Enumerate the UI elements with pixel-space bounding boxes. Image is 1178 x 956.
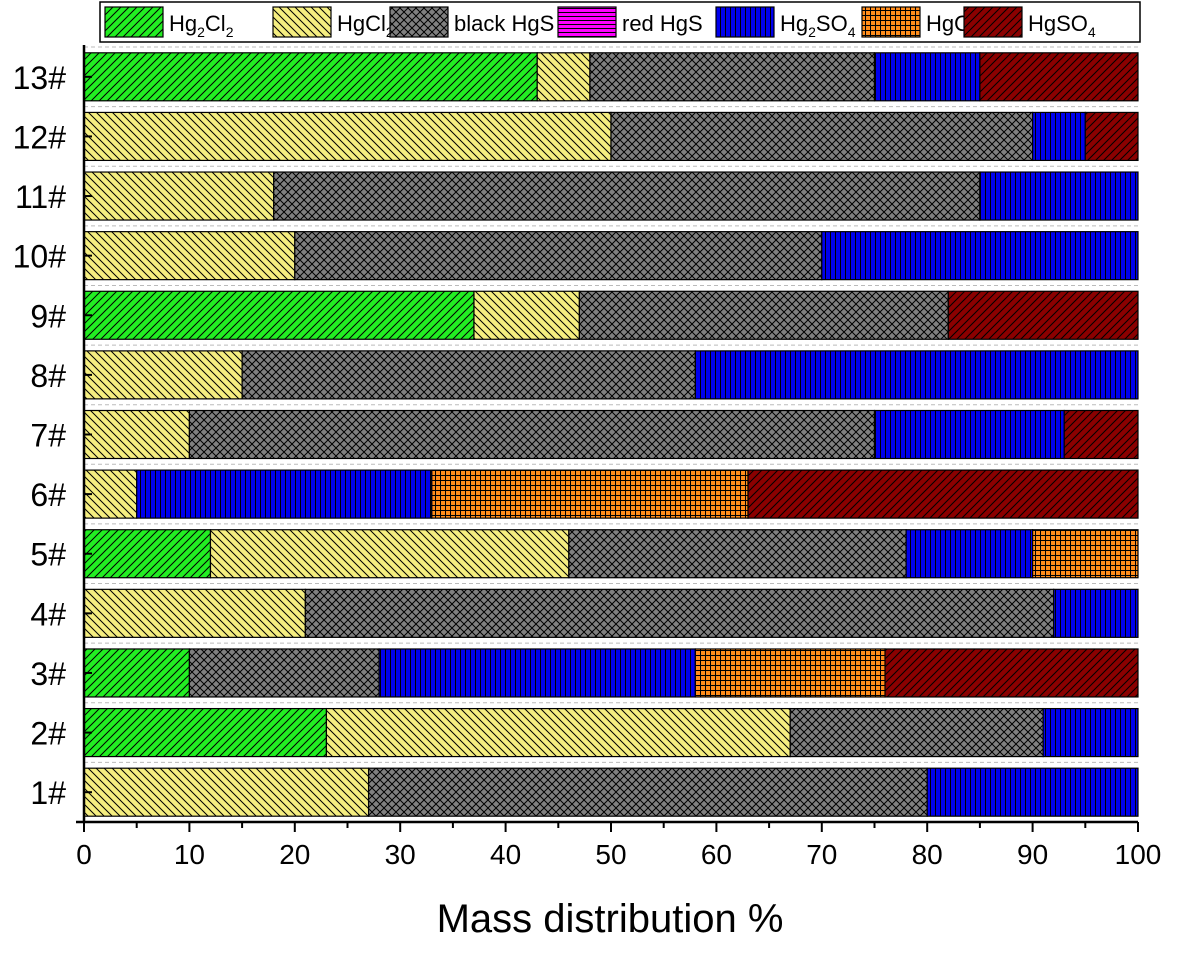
- bar-2-hg2so4: [1042, 707, 1139, 758]
- bar-2-hg2cl2: [83, 707, 328, 758]
- bar-3-black-hgs: [188, 648, 380, 698]
- x-tick-label: 0: [76, 839, 92, 870]
- bar-6-hg2so4: [136, 469, 433, 519]
- x-tick-label: 90: [1017, 839, 1048, 870]
- legend-label: HgSO4: [1028, 11, 1096, 40]
- bar-4-hg2so4: [1053, 588, 1139, 638]
- y-tick-label: 11#: [15, 179, 66, 215]
- bar-10-hg2so4: [821, 231, 1139, 281]
- legend-swatch: [861, 6, 921, 38]
- bar-3-hg2so4: [378, 648, 696, 698]
- y-tick-label: 3#: [30, 656, 66, 692]
- bar-13-hgso4: [979, 52, 1139, 102]
- bar-10-black-hgs: [294, 231, 823, 281]
- y-tick-label: 2#: [30, 716, 66, 752]
- bar-7-hgso4: [1063, 409, 1139, 460]
- bar-9-hg2cl2: [83, 290, 475, 340]
- bar-13-black-hgs: [589, 52, 876, 102]
- bar-5-hgo: [1031, 529, 1139, 579]
- x-tick-label: 70: [806, 839, 837, 870]
- bar-9-hgcl2: [473, 290, 580, 340]
- legend-label: black HgS: [454, 11, 554, 36]
- x-tick-label: 60: [701, 839, 732, 870]
- y-tick-label: 1#: [30, 775, 66, 811]
- legend-swatch: [104, 6, 164, 38]
- bar-5-hg2so4: [905, 529, 1034, 579]
- bar-7-hg2so4: [873, 409, 1065, 460]
- bar-12-hg2so4: [1031, 111, 1086, 162]
- y-tick-label: 13#: [13, 60, 67, 96]
- bar-10-hgcl2: [83, 231, 296, 281]
- bar-13-hgcl2: [536, 52, 591, 102]
- bar-2-black-hgs: [789, 707, 1044, 758]
- bar-12-hgso4: [1084, 111, 1139, 162]
- bar-8-hgcl2: [83, 350, 243, 400]
- bar-9-hgso4: [947, 290, 1139, 340]
- legend-label: Hg2Cl2: [169, 11, 234, 40]
- x-tick-label: 20: [279, 839, 310, 870]
- x-tick-label: 80: [912, 839, 943, 870]
- legend-label: red HgS: [622, 11, 703, 36]
- bar-3-hg2cl2: [83, 648, 191, 698]
- bars: [83, 46, 1139, 823]
- legend-swatch: [715, 6, 775, 38]
- bar-7-black-hgs: [188, 409, 876, 460]
- bar-8-black-hgs: [241, 350, 696, 400]
- legend-label: Hg2SO4: [780, 11, 856, 40]
- x-axis-title: Mass distribution %: [437, 897, 784, 941]
- legend-swatch: [557, 6, 617, 38]
- y-tick-label: 8#: [30, 358, 66, 394]
- bar-13-hg2cl2: [83, 52, 538, 102]
- y-tick-label: 10#: [13, 239, 67, 275]
- legend-swatch: [389, 6, 449, 38]
- bar-7-hgcl2: [83, 409, 191, 460]
- bar-4-black-hgs: [304, 588, 1055, 638]
- bar-9-black-hgs: [578, 290, 949, 340]
- y-tick-label: 12#: [13, 119, 67, 155]
- bar-6-hgo: [431, 469, 749, 519]
- bar-13-hg2so4: [873, 52, 981, 102]
- bar-1-hg2so4: [926, 767, 1139, 817]
- x-tick-label: 50: [595, 839, 626, 870]
- bar-3-hgso4: [884, 648, 1139, 698]
- y-tick-label: 6#: [30, 477, 66, 513]
- bar-5-hgcl2: [209, 529, 570, 579]
- bar-4-hgcl2: [83, 588, 306, 638]
- bar-5-black-hgs: [568, 529, 907, 579]
- x-tick-label: 40: [490, 839, 521, 870]
- bar-3-hgo: [694, 648, 886, 698]
- y-tick-label: 4#: [30, 596, 66, 632]
- x-tick-label: 30: [385, 839, 416, 870]
- bar-12-black-hgs: [610, 111, 1034, 162]
- legend-label: HgCl2: [337, 11, 394, 40]
- bar-11-black-hgs: [273, 171, 981, 221]
- y-tick-label: 9#: [30, 298, 66, 334]
- bar-8-hg2so4: [694, 350, 1139, 400]
- bar-1-black-hgs: [367, 767, 928, 817]
- y-tick-label: 5#: [30, 537, 66, 573]
- legend-swatch: [272, 6, 332, 38]
- bar-11-hgcl2: [83, 171, 275, 221]
- x-tick-label: 10: [174, 839, 205, 870]
- x-tick-label: 100: [1115, 839, 1162, 870]
- y-tick-label: 7#: [30, 418, 66, 454]
- bar-6-hgso4: [747, 469, 1139, 519]
- bar-11-hg2so4: [979, 171, 1139, 221]
- bar-12-hgcl2: [83, 111, 612, 162]
- bar-2-hgcl2: [325, 707, 791, 758]
- bar-5-hg2cl2: [83, 529, 212, 579]
- axes: 1# 2# 3# 4# 5# 6# 7# 8# 9# 10# 11# 12# 13# 0 10 20 30 40 5…: [13, 45, 1162, 870]
- bar-1-hgcl2: [83, 767, 370, 817]
- legend-swatch: [963, 6, 1023, 38]
